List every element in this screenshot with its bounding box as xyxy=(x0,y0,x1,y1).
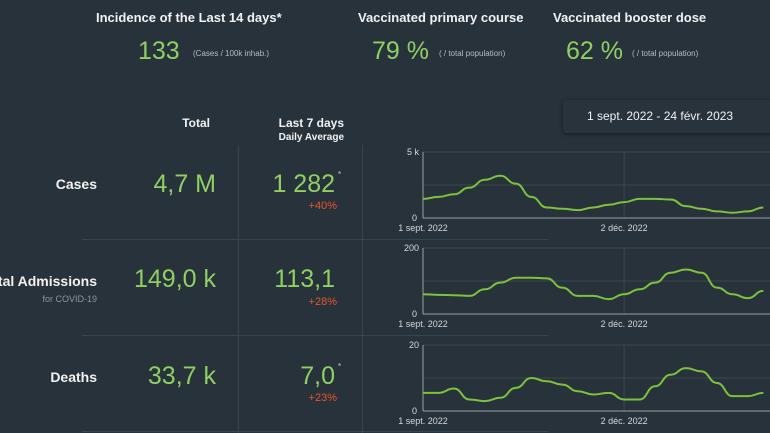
deaths-chart: 20 01 sept. 2022 2 déc. 2022 xyxy=(398,340,770,426)
cases-total: 4,7 M xyxy=(153,170,216,198)
row-label-deaths: Deaths xyxy=(50,369,97,385)
kpi-primary-title: Vaccinated primary course xyxy=(358,10,524,25)
divider xyxy=(82,431,548,432)
hospital-avg: 113,1 xyxy=(274,265,335,293)
kpi-booster-title: Vaccinated booster dose xyxy=(553,10,707,25)
kpi-primary-value: 79 % xyxy=(372,37,429,65)
cases-marker: * xyxy=(338,170,342,179)
divider xyxy=(362,145,363,433)
x-tick-label: 1 sept. 2022 xyxy=(398,223,448,233)
series-line xyxy=(423,367,764,403)
kpi-incidence-value: 133 xyxy=(138,37,180,65)
divider xyxy=(238,145,239,433)
divider xyxy=(82,239,548,240)
y-tick-label: 0 xyxy=(412,406,417,416)
x-tick-label: 2 déc. 2022 xyxy=(601,223,648,233)
header-last7-sub: Daily Average xyxy=(278,132,344,143)
deaths-marker: * xyxy=(338,362,342,371)
deaths-change: +23% xyxy=(308,392,337,404)
series-line xyxy=(422,268,764,301)
kpi-incidence-title: Incidence of the Last 14 days* xyxy=(96,10,282,25)
row-label-hospital: Hospital Admissions xyxy=(0,273,97,289)
kpi-booster-value: 62 % xyxy=(566,37,623,65)
y-tick-label: 0 xyxy=(412,309,417,319)
y-tick-label: 0 xyxy=(412,213,417,223)
kpi-booster-unit: ( / total population) xyxy=(632,49,699,58)
x-tick-label: 2 déc. 2022 xyxy=(601,416,648,426)
x-tick-label: 1 sept. 2022 xyxy=(398,319,448,329)
kpi-primary-unit: ( / total population) xyxy=(439,49,506,58)
hospital-total: 149,0 k xyxy=(133,265,216,293)
y-tick-label: 200 xyxy=(404,243,419,253)
series-line xyxy=(422,174,764,214)
kpi-incidence-unit: (Cases / 100k inhab.) xyxy=(193,49,270,58)
cases-change: +40% xyxy=(308,200,337,212)
cases-chart: 5 k 01 sept. 2022 2 déc. 2022 xyxy=(398,147,770,233)
hospital-change: +28% xyxy=(308,296,337,308)
cases-avg: 1 282 xyxy=(272,170,335,198)
y-tick-label: 20 xyxy=(409,340,419,350)
deaths-total: 33,7 k xyxy=(147,362,216,390)
row-label-cases: Cases xyxy=(55,176,97,192)
x-tick-label: 2 déc. 2022 xyxy=(601,319,648,329)
row-sub-hospital: for COVID-19 xyxy=(42,294,97,304)
date-range-picker[interactable]: 1 sept. 2022 - 24 févr. 2023 xyxy=(563,100,770,133)
divider xyxy=(82,335,548,336)
header-total: Total xyxy=(182,116,210,130)
x-tick-label: 1 sept. 2022 xyxy=(398,416,448,426)
header-last7: Last 7 days xyxy=(278,116,344,130)
hospital-chart: 200 01 sept. 2022 2 déc. 2022 xyxy=(398,243,770,329)
deaths-avg: 7,0 xyxy=(300,362,335,390)
y-tick-label: 5 k xyxy=(407,147,420,157)
